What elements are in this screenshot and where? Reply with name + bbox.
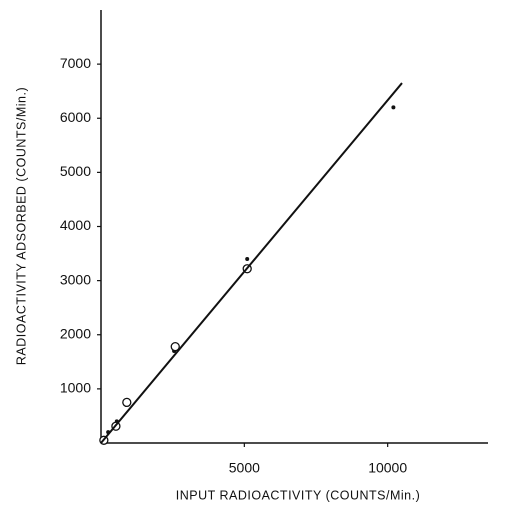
- y-tick-label: 5000: [60, 163, 91, 179]
- filled-point: [245, 256, 250, 261]
- x-axis-title: INPUT RADIOACTIVITY (COUNTS/Min.): [176, 488, 421, 502]
- fit-line: [100, 82, 403, 444]
- y-axis-title: RADIOACTIVITY ADSORBED (COUNTS/Min.): [14, 87, 28, 365]
- open-point: [170, 342, 180, 352]
- x-tick-label: 5000: [229, 460, 260, 476]
- y-tick-label: 6000: [60, 109, 91, 125]
- y-tick-label: 2000: [60, 325, 91, 341]
- open-point: [122, 397, 132, 408]
- y-tick-label: 4000: [60, 217, 91, 233]
- y-tick-label: 1000: [60, 380, 91, 396]
- y-tick-label: 3000: [60, 271, 91, 287]
- x-tick-label: 10000: [368, 460, 407, 476]
- filled-point: [391, 105, 396, 110]
- y-tick-label: 7000: [60, 55, 91, 71]
